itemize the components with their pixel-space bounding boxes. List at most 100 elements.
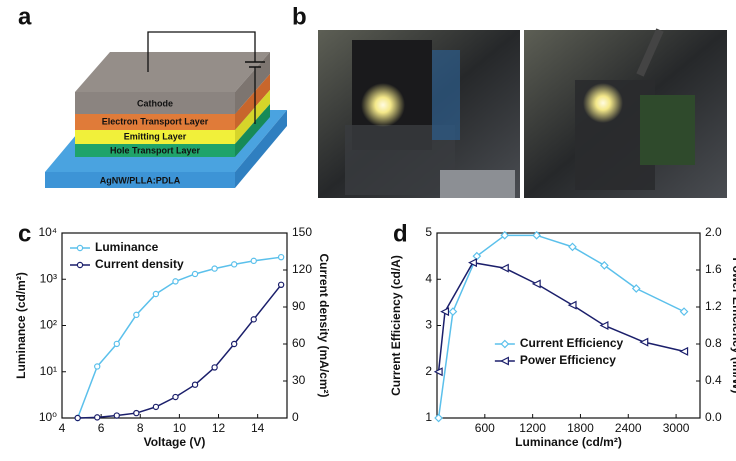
panel-label: a [18, 3, 32, 30]
y2-tick-label: 0.8 [705, 336, 722, 350]
y2-tick-label: 0.4 [705, 373, 722, 387]
y-tick-label: 10⁰ [39, 410, 57, 424]
cable [432, 50, 460, 140]
marker [531, 279, 541, 289]
y-tick-label: 5 [425, 225, 432, 239]
marker [448, 307, 458, 316]
marker [211, 265, 218, 272]
marker [434, 413, 443, 423]
marker [74, 414, 81, 422]
marker [250, 316, 257, 323]
marker [277, 253, 285, 261]
legend-label: Luminance [95, 240, 159, 254]
marker [113, 340, 120, 348]
y-tick-label: 10³ [40, 271, 57, 285]
htl-side [235, 104, 270, 157]
marker [639, 337, 649, 347]
layer-label: Hole Transport Layer [110, 145, 201, 155]
x-tick-label: 10 [173, 421, 187, 435]
marker [500, 230, 510, 240]
y-axis-label: Current Efficiency (cd/A) [389, 255, 403, 396]
marker [440, 307, 450, 317]
legend-label: Power Efficiency [520, 353, 616, 367]
y2-tick-label: 1.2 [705, 299, 722, 313]
x-tick-label: 2400 [615, 421, 642, 435]
marker [191, 270, 199, 278]
marker [567, 300, 577, 310]
layer-label: AgNW/PLLA:PDLA [100, 175, 181, 185]
marker [133, 311, 140, 319]
x-axis-label: Luminance (cd/m²) [515, 435, 622, 449]
legend-label: Current Efficiency [520, 336, 624, 350]
etl-layer [75, 114, 235, 130]
marker [211, 364, 218, 371]
y-tick-label: 10² [40, 318, 57, 332]
substrate-front [45, 172, 235, 188]
layer-label: Emitting Layer [124, 131, 187, 141]
connector [640, 95, 695, 165]
x-tick-label: 3000 [663, 421, 690, 435]
y2-axis-label: Power Efficiency (lm/W) [730, 257, 736, 393]
marker [532, 230, 541, 240]
y2-tick-label: 120 [292, 262, 312, 276]
wire [147, 31, 256, 72]
etl-side [235, 74, 270, 130]
y2-tick-label: 150 [292, 225, 312, 239]
marker [433, 367, 443, 377]
marker [679, 307, 689, 316]
y2-tick-label: 2.0 [705, 225, 722, 239]
x-tick-label: 12 [212, 421, 226, 435]
series-line [77, 284, 282, 419]
marker [133, 409, 140, 417]
x-tick-label: 4 [59, 421, 66, 435]
y-tick-label: 4 [425, 271, 432, 285]
marker [76, 244, 84, 252]
y2-tick-label: 1.6 [705, 262, 722, 276]
x-tick-label: 6 [98, 421, 105, 435]
htl-layer [75, 144, 235, 157]
y-tick-label: 10¹ [40, 364, 57, 378]
y2-tick-label: 90 [292, 299, 306, 313]
marker [500, 339, 510, 349]
marker [250, 257, 257, 265]
layer-label: Electron Transport Layer [102, 116, 209, 126]
y2-tick-label: 0 [292, 410, 299, 424]
x-tick-label: 8 [137, 421, 144, 435]
x-tick-label: 600 [475, 421, 495, 435]
emission [583, 83, 623, 123]
y-tick-label: 10⁴ [38, 225, 57, 239]
marker [599, 321, 609, 330]
clamp [440, 170, 515, 198]
x-tick-label: 1800 [567, 421, 594, 435]
substrate-side [235, 110, 287, 188]
panel-b: b [292, 3, 727, 198]
marker [76, 261, 84, 269]
marker [568, 242, 577, 252]
marker [277, 281, 285, 288]
marker [152, 403, 160, 411]
marker [113, 412, 120, 419]
eml-side [235, 90, 270, 144]
marker [631, 284, 641, 293]
y-tick-label: 1 [425, 410, 432, 424]
y2-tick-label: 0.0 [705, 410, 722, 424]
tweezer [636, 28, 664, 77]
stack-top [75, 52, 270, 92]
eml-layer [75, 130, 235, 144]
marker [679, 346, 689, 356]
y-tick-label: 3 [425, 318, 432, 332]
x-tick-label: 14 [251, 421, 265, 435]
marker [500, 356, 509, 366]
y-axis-label: Luminance (cd/m²) [14, 272, 28, 379]
marker [230, 261, 238, 268]
x-tick-label: 1200 [519, 421, 546, 435]
marker [230, 340, 238, 348]
x-axis-label: Voltage (V) [144, 435, 206, 449]
marker [152, 290, 160, 298]
marker [600, 261, 609, 270]
panel-label: d [393, 220, 408, 247]
y2-tick-label: 60 [292, 336, 306, 350]
panel-a: a Cathode Electron Transport Layer Emitt… [18, 3, 287, 188]
cathode-side [235, 52, 270, 114]
